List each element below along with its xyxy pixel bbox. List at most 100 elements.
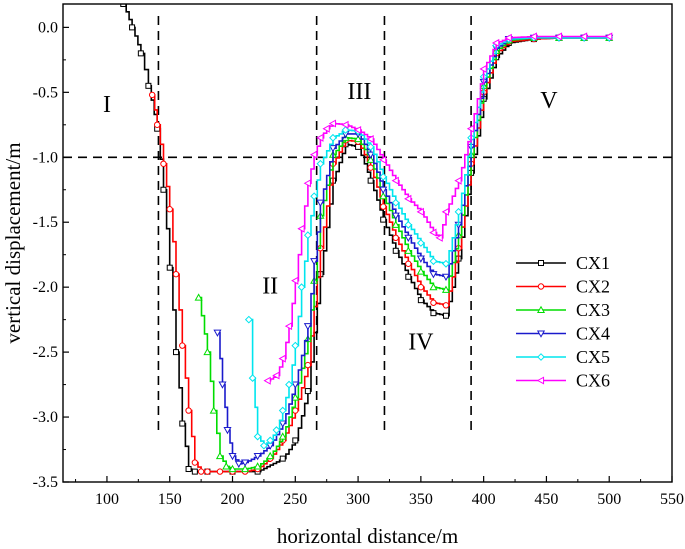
data-point-cx3 <box>379 192 388 200</box>
data-point-cx5 <box>253 432 262 441</box>
data-point-cx6 <box>604 32 613 41</box>
data-point-cx4 <box>416 255 425 263</box>
data-point-cx2 <box>304 361 312 369</box>
data-point-cx1 <box>355 143 362 150</box>
data-point-cx5 <box>429 257 438 266</box>
y-axis-label: vertical displacement/m <box>1 142 25 343</box>
data-point-cx3 <box>354 134 363 143</box>
data-point-cx1 <box>120 4 127 7</box>
legend-item-cx6: CX6 <box>516 371 610 391</box>
data-point-cx6 <box>316 133 324 142</box>
plot-frame <box>62 3 673 483</box>
data-point-cx2 <box>405 260 412 267</box>
data-point-cx6 <box>529 32 537 41</box>
data-point-cx1 <box>191 468 198 475</box>
x-tick-label: 200 <box>221 491 245 508</box>
data-point-cx5 <box>285 380 293 389</box>
data-point-cx1 <box>160 186 167 193</box>
axes: 100 150 200 250 300 350 400 450 500 550 0.0 -0.5 -1.… <box>33 3 684 508</box>
x-tick-label: 100 <box>95 491 119 508</box>
data-point-cx6 <box>278 354 286 363</box>
data-point-cx6 <box>554 32 563 41</box>
data-point-cx3 <box>194 293 203 301</box>
x-tick-label: 250 <box>283 491 307 508</box>
data-point-cx4 <box>366 151 375 159</box>
data-point-cx4 <box>228 452 237 461</box>
data-point-cx4 <box>291 381 300 389</box>
data-point-cx4 <box>213 329 222 337</box>
data-point-cx1 <box>392 247 399 254</box>
data-point-cx4 <box>404 234 413 243</box>
y-tick-label: -2.0 <box>33 279 58 296</box>
data-point-cx5 <box>341 126 350 134</box>
data-point-cx5 <box>442 259 450 268</box>
data-point-cx6 <box>429 228 437 237</box>
y-tick-label: -0.5 <box>33 84 58 101</box>
data-point-cx6 <box>378 155 387 164</box>
legend-item-cx5: CX5 <box>516 347 610 367</box>
data-point-cx2 <box>392 234 399 242</box>
data-point-cx5 <box>248 374 257 382</box>
series-line-cx6 <box>267 35 610 382</box>
legend: CX1 CX2 CX3 CX4 CX5 CX6 <box>516 253 610 391</box>
data-point-cx1 <box>145 82 152 89</box>
data-point-cx6 <box>504 33 512 42</box>
data-point-cx6 <box>579 32 588 41</box>
data-point-cx6 <box>466 124 475 133</box>
y-tick-label: -1.0 <box>33 149 58 166</box>
data-point-cx4 <box>379 186 388 194</box>
data-point-cx5 <box>416 239 425 247</box>
data-point-cx5 <box>310 192 319 201</box>
data-point-cx5 <box>454 207 463 216</box>
region-label-1: I <box>103 92 111 118</box>
y-tick-label: -3.5 <box>33 474 58 491</box>
data-point-cx6 <box>416 207 424 216</box>
series-group <box>120 4 614 475</box>
legend-label-cx1: CX1 <box>576 253 610 273</box>
data-point-cx6 <box>303 179 311 188</box>
data-point-cx3 <box>228 464 237 473</box>
data-point-cx6 <box>291 276 299 285</box>
data-point-cx1 <box>185 466 192 473</box>
data-point-cx1 <box>129 24 136 31</box>
data-point-cx5 <box>303 231 312 240</box>
data-point-cx3 <box>366 155 375 163</box>
data-point-cx2 <box>197 468 205 475</box>
data-point-cx2 <box>216 468 224 475</box>
data-point-cx6 <box>309 150 318 159</box>
data-point-cx3 <box>291 393 300 401</box>
data-point-cx4 <box>316 199 325 207</box>
data-point-cx3 <box>416 267 425 275</box>
data-point-cx2 <box>292 407 299 414</box>
data-point-cx5 <box>391 198 400 207</box>
data-point-cx6 <box>353 125 362 135</box>
series-cx6 <box>263 32 613 385</box>
data-point-cx2 <box>204 468 211 475</box>
data-point-cx6 <box>479 64 487 73</box>
data-point-cx1 <box>292 437 299 444</box>
x-tick-label: 150 <box>158 491 182 508</box>
data-point-cx6 <box>322 124 330 133</box>
data-point-cx3 <box>404 246 413 254</box>
data-point-cx6 <box>341 120 349 129</box>
legend-marker-cx2 <box>537 283 545 290</box>
data-point-cx2 <box>179 342 186 349</box>
data-point-cx6 <box>454 176 462 185</box>
data-point-cx2 <box>191 459 199 466</box>
data-point-cx1 <box>367 177 374 184</box>
legend-label-cx5: CX5 <box>576 347 610 367</box>
data-point-cx4 <box>429 271 438 279</box>
data-point-cx1 <box>417 297 424 304</box>
region-label-4: IV <box>408 330 434 356</box>
region-label-3: III <box>347 79 371 105</box>
data-point-cx1 <box>380 216 387 223</box>
data-point-cx6 <box>263 376 271 385</box>
data-point-cx5 <box>244 315 253 324</box>
data-point-cx1 <box>304 388 311 395</box>
legend-marker-cx3 <box>536 305 546 314</box>
data-point-cx6 <box>435 233 443 242</box>
data-point-cx2 <box>166 206 173 213</box>
region-label-5: V <box>540 88 558 114</box>
data-point-cx6 <box>272 371 280 380</box>
